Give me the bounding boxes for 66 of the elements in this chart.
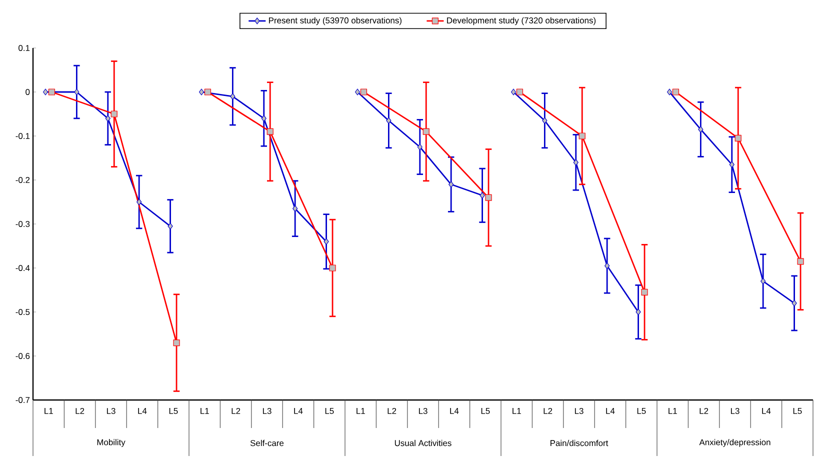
- y-tick-label: -0.4: [16, 265, 30, 271]
- x-tick-label: L3: [730, 408, 740, 414]
- x-tick-label: L2: [76, 408, 84, 414]
- x-tick-label: L5: [481, 408, 490, 414]
- y-tick-label: 0: [26, 89, 30, 95]
- x-tick-label: L5: [325, 408, 334, 414]
- x-tick-label: L1: [44, 408, 53, 414]
- text: Self-care: [250, 440, 284, 446]
- point: [417, 144, 422, 150]
- text: Usual Activities: [394, 440, 452, 446]
- text: Anxiety/depression: [699, 439, 770, 447]
- text: Mobility: [97, 439, 126, 447]
- x-tick-label: L2: [388, 408, 396, 414]
- legend-label: Development study (7320 observations): [447, 17, 596, 26]
- x-tick-label: L2: [232, 408, 240, 414]
- x-tick-label: L3: [106, 408, 116, 414]
- y-tick-label: 0.1: [18, 45, 30, 51]
- x-tick-label: L5: [637, 408, 646, 414]
- point: [354, 88, 360, 96]
- x-tick-label: L3: [418, 408, 428, 414]
- point: [292, 205, 298, 212]
- point: [480, 192, 485, 199]
- point: [74, 88, 80, 96]
- point: [386, 117, 392, 124]
- x-tick-label: L5: [793, 408, 802, 414]
- y-tick-label: -0.5: [16, 308, 30, 315]
- x-tick-label: L1: [356, 408, 365, 414]
- y-tick-label: -0.1: [16, 133, 30, 139]
- point: [792, 300, 797, 306]
- x-tick-label: L1: [512, 408, 521, 414]
- point: [105, 115, 110, 122]
- y-tick-label: -0.6: [16, 352, 30, 359]
- x-tick-label: L4: [450, 408, 459, 414]
- x-tick-label: L2: [700, 408, 708, 414]
- x-tick-label: L1: [200, 408, 209, 414]
- point: [136, 198, 142, 206]
- point: [604, 262, 610, 270]
- point: [230, 93, 236, 100]
- x-tick-label: L4: [294, 408, 303, 414]
- point: [729, 161, 734, 168]
- y-tick-label: -0.2: [16, 177, 30, 183]
- y-tick-label: -0.3: [16, 221, 30, 227]
- point: [448, 181, 454, 188]
- x-tick-label: L4: [762, 408, 771, 414]
- y-tick-label: -0.7: [16, 396, 30, 403]
- x-tick-label: L3: [262, 408, 272, 414]
- x-tick-label: L2: [544, 408, 552, 414]
- point: [760, 278, 766, 284]
- point: [261, 115, 266, 122]
- point: [666, 88, 672, 96]
- text: Pain/discomfort: [550, 440, 608, 446]
- point: [42, 88, 48, 96]
- x-tick-label: L1: [668, 408, 677, 414]
- x-tick-label: L4: [138, 408, 147, 414]
- x-tick-label: L5: [169, 408, 178, 414]
- point: [324, 238, 329, 245]
- point: [510, 88, 516, 96]
- x-tick-label: L3: [574, 408, 584, 414]
- point: [198, 88, 204, 96]
- point: [573, 159, 578, 166]
- legend-label: Present study (53970 observations): [269, 17, 402, 26]
- x-tick-label: L4: [606, 408, 615, 414]
- point: [698, 126, 704, 133]
- point: [636, 308, 641, 316]
- point: [542, 117, 548, 124]
- point: [168, 222, 173, 230]
